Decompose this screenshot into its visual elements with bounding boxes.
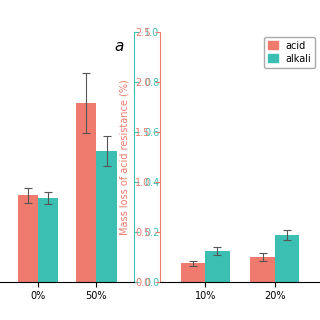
Bar xyxy=(18,196,38,282)
Bar xyxy=(251,257,275,282)
Legend: acid, alkali: acid, alkali xyxy=(264,37,315,68)
Bar xyxy=(38,198,59,282)
Bar xyxy=(96,151,117,282)
Text: a: a xyxy=(114,39,124,54)
Bar xyxy=(76,103,96,282)
Bar xyxy=(275,235,299,282)
Bar xyxy=(205,251,229,282)
Y-axis label: Mass loss of acid resistance (%): Mass loss of acid resistance (%) xyxy=(119,79,129,235)
Bar xyxy=(181,263,205,282)
Y-axis label: Mass loss of alkali resistance (%): Mass loss of alkali resistance (%) xyxy=(164,76,173,237)
